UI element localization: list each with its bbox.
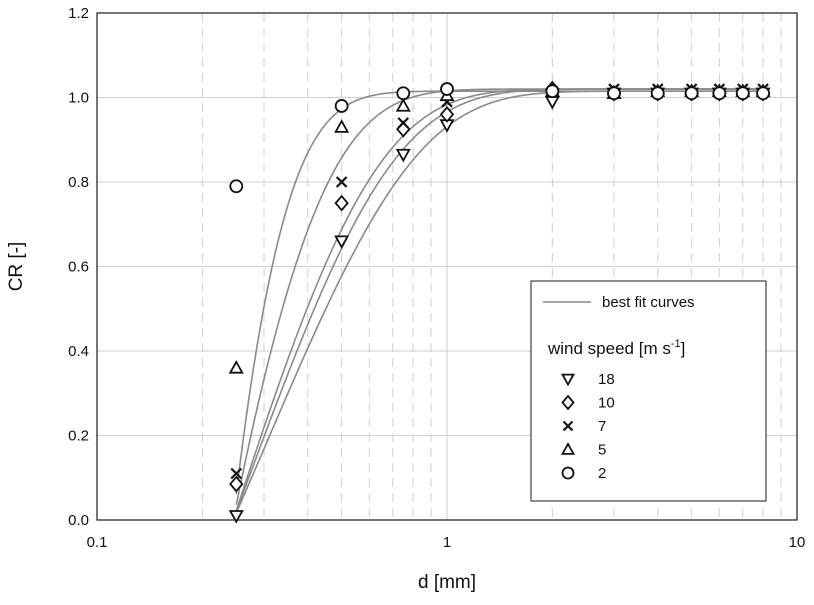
legend-title-sup: -1 [671,338,681,350]
legend-title-main: wind speed [m s [547,339,671,358]
y-tick-label: 0.4 [68,343,89,360]
legend-title: wind speed [m s-1] [547,338,685,358]
y-tick-label: 1.0 [68,90,89,107]
x-tick-label: 10 [789,534,806,551]
data-point-7 [230,467,243,480]
legend-label-2: 2 [598,465,606,482]
data-point-5 [334,119,350,133]
data-point-10 [334,194,349,212]
data-point-5 [395,98,411,112]
data-point-10 [439,106,455,123]
legend-label-18: 18 [598,371,615,388]
data-point-2 [396,86,411,101]
data-point-7 [397,117,410,129]
data-point-18 [395,148,411,163]
legend-box [530,280,767,502]
data-point-2 [735,86,750,101]
data-point-2 [229,179,244,194]
data-point-5 [228,360,244,374]
legend: best fit curves wind speed [m s-1] 18 10 7… [530,280,767,502]
plot-frame [96,12,798,521]
data-point-2 [756,86,770,101]
data-points [228,80,771,524]
y-axis-label: CR [-] [6,242,27,292]
legend-line-label: best fit curves [602,294,695,311]
data-point-7 [335,176,348,188]
best-fit-curves [235,88,764,514]
legend-title-end: ] [681,339,686,358]
x-tick-label: 1 [443,534,451,551]
data-point-2 [684,86,699,101]
y-tick-label: 0.8 [68,174,89,191]
tick-labels: 0.1 1 10 0.0 0.2 0.4 0.6 0.8 1.0 1.2 [68,5,805,551]
y-tick-label: 0.0 [68,512,89,529]
data-point-2 [607,86,621,101]
data-point-2 [650,86,665,101]
fit-curve-2 [235,90,764,495]
data-point-18 [334,235,350,250]
legend-entries: 18 10 7 5 2 [560,371,615,482]
fit-curve-5 [235,88,764,505]
legend-label-5: 5 [598,442,606,459]
legend-marker-7 [562,420,574,432]
data-point-2 [334,99,349,113]
data-point-2 [440,82,454,96]
legend-marker-5 [560,442,576,455]
y-tick-label: 0.2 [68,428,89,445]
y-tick-label: 1.2 [68,5,89,22]
data-point-10 [229,475,244,493]
y-tick-label: 0.6 [68,259,89,276]
legend-marker-18 [560,373,576,387]
data-point-18 [228,510,244,524]
x-axis-label: d [mm] [418,572,476,593]
legend-marker-10 [561,394,575,411]
legend-label-10: 10 [598,395,615,412]
data-point-2 [712,86,727,101]
legend-marker-2 [561,466,575,480]
data-point-2 [545,84,560,99]
x-tick-label: 0.1 [87,534,108,551]
legend-label-7: 7 [598,418,606,435]
